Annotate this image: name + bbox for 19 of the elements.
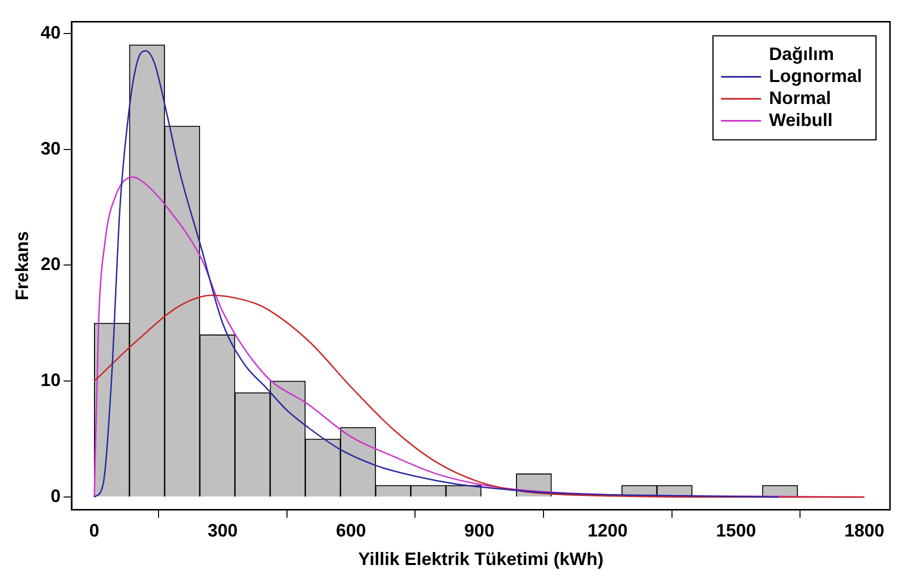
y-axis-title: Frekans xyxy=(12,231,32,300)
legend-label: Lognormal xyxy=(769,66,862,86)
x-tick-label: 300 xyxy=(208,520,238,541)
line-series xyxy=(94,294,866,498)
legend-title: Dağılım xyxy=(769,44,834,64)
y-tick-label: 40 xyxy=(40,22,61,42)
legend-label: Weibull xyxy=(769,110,833,130)
legend-label: Normal xyxy=(769,88,832,108)
x-axis-title: Yillik Elektrik Tüketimi (kWh) xyxy=(358,549,604,570)
x-tick-label: 1500 xyxy=(716,520,756,541)
x-tick-label: 600 xyxy=(336,520,366,541)
y-tick-label: 20 xyxy=(40,254,61,274)
x-tick-label: 0 xyxy=(89,520,100,541)
x-tick-label: 900 xyxy=(464,520,494,541)
y-tick-label: 10 xyxy=(40,370,61,390)
y-tick-label: 30 xyxy=(40,138,61,158)
x-tick-label: 1200 xyxy=(588,520,628,541)
y-tick-label: 0 xyxy=(50,486,61,506)
x-tick-label: 1800 xyxy=(844,520,884,541)
